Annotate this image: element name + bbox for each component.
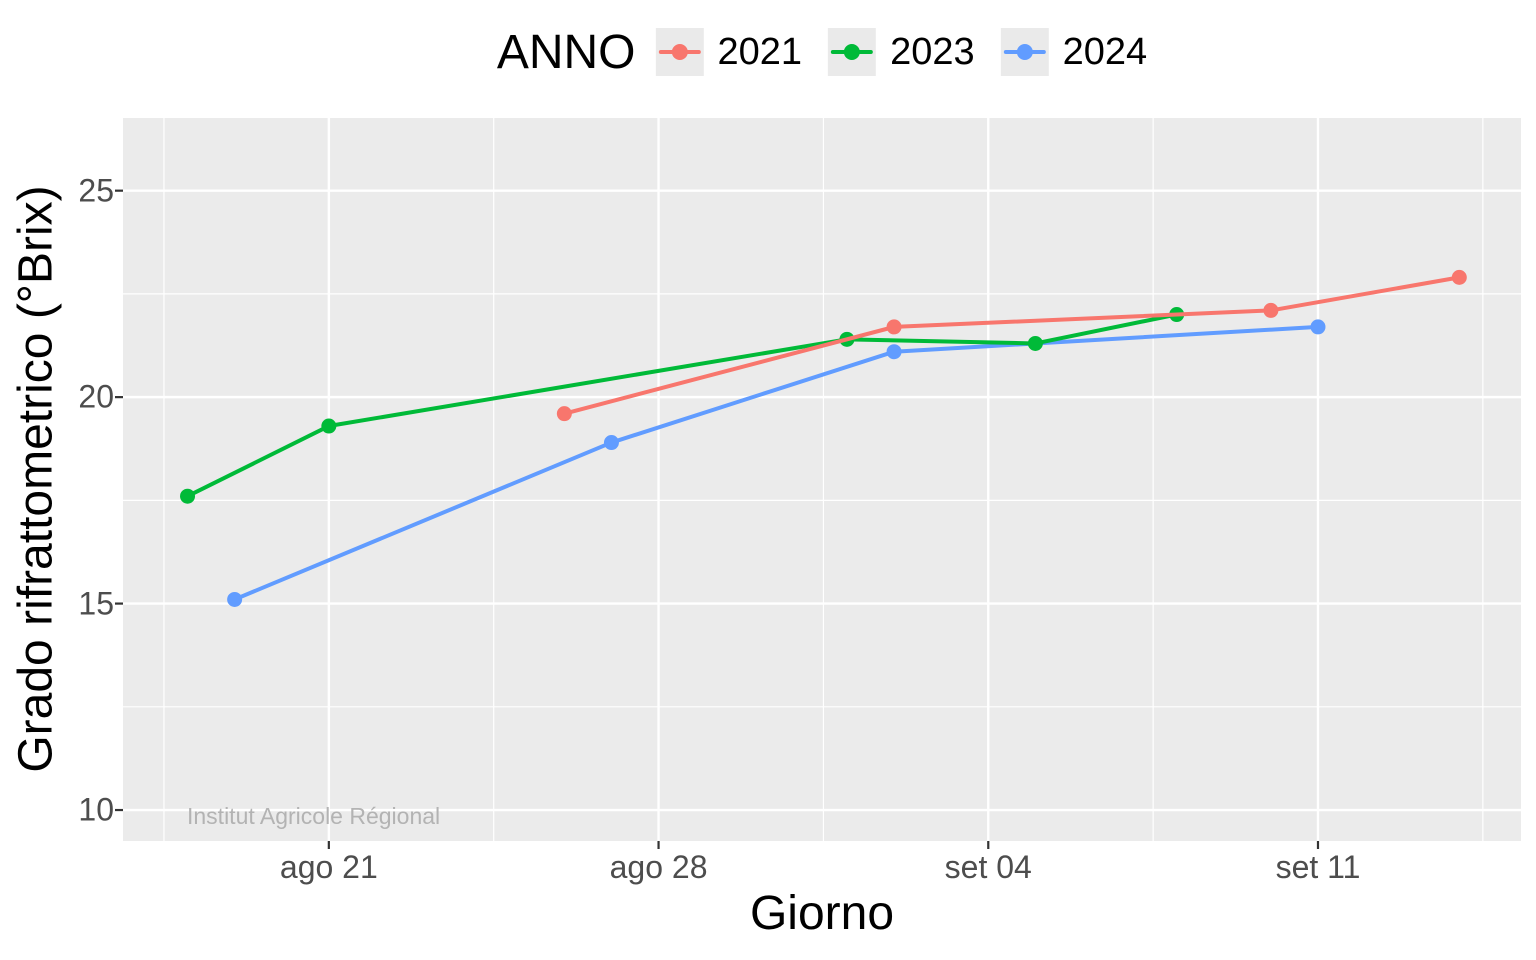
y-tick-label-25: 25: [78, 172, 114, 209]
legend-label-2023: 2023: [890, 30, 975, 73]
watermark: Institut Agricole Régional: [187, 803, 441, 829]
y-axis-title: Grado rifrattometrico (°Brix): [9, 185, 63, 773]
x-tick-label-set11: set 11: [1275, 849, 1361, 885]
series-line-2024: [233, 324, 1319, 602]
legend-point-icon: [844, 44, 861, 60]
data-point-2023-set05: [1027, 335, 1043, 351]
x-tick-label-ago21: ago 21: [279, 849, 378, 885]
legend-point-icon: [1016, 44, 1033, 60]
data-point-2021-set14: [1451, 269, 1467, 285]
data-point-2021-set02: [886, 319, 902, 335]
data-point-2024-set11: [1310, 319, 1326, 335]
y-tick-label-15: 15: [78, 584, 114, 621]
legend-key-swatch-2023: [828, 28, 877, 76]
legend-item-2024: 2024: [1000, 28, 1148, 76]
x-tick-label-ago28: ago 28: [609, 849, 708, 885]
legend: ANNO 2021 2023 2024: [497, 2, 1147, 102]
data-point-2024-ago19: [227, 591, 243, 607]
legend-title: ANNO: [496, 25, 636, 79]
series-line-2021: [563, 275, 1460, 416]
x-tick-label-set04: set 04: [944, 849, 1032, 885]
legend-point-icon: [671, 44, 688, 60]
legend-label-2021: 2021: [717, 30, 803, 73]
legend-label-2024: 2024: [1062, 30, 1148, 73]
legend-key-swatch-2024: [1000, 28, 1049, 76]
data-point-2021-set10: [1263, 302, 1279, 318]
data-point-2024-ago27: [603, 435, 619, 451]
data-point-2023-ago18: [180, 488, 196, 504]
data-point-2023-ago21: [321, 418, 337, 434]
y-tick-label-10: 10: [78, 791, 114, 828]
data-point-2024-set02: [886, 344, 902, 360]
legend-key-swatch-2021: [655, 28, 704, 76]
legend-item-2021: 2021: [655, 28, 803, 76]
plot-panel: [123, 118, 1521, 841]
x-axis-title: Giorno: [749, 887, 895, 940]
y-tick-label-20: 20: [78, 378, 114, 415]
legend-item-2023: 2023: [828, 28, 975, 76]
data-point-2021-ago26: [556, 406, 572, 422]
